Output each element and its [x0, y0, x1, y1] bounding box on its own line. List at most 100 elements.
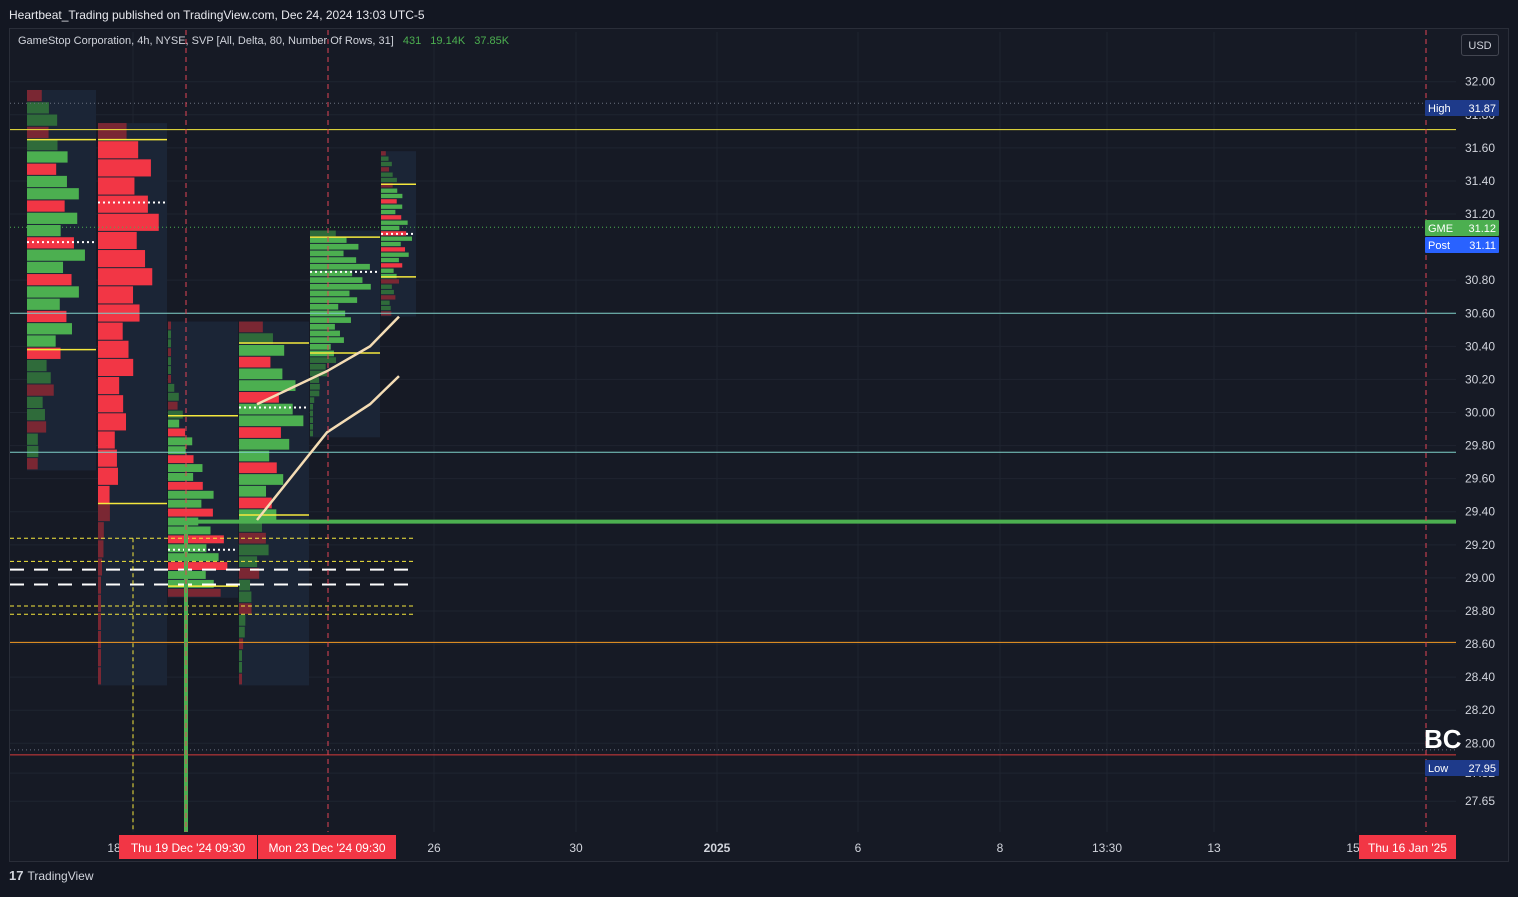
volume-profile-bar — [98, 141, 139, 159]
volume-profile-bar — [239, 345, 285, 356]
volume-profile-bar — [239, 614, 246, 626]
volume-profile-bar — [168, 374, 171, 383]
x-axis-tick-label: 26 — [427, 841, 441, 855]
price-badge — [1425, 220, 1499, 236]
volume-profile-bar — [381, 241, 401, 247]
y-axis-tick-label: 32.00 — [1465, 75, 1495, 89]
volume-profile-bar — [27, 347, 61, 359]
volume-profile-bar — [168, 437, 193, 446]
volume-profile-bar — [239, 603, 252, 614]
volume-profile-bar — [239, 661, 242, 673]
trendline — [256, 375, 400, 521]
volume-profile-bar — [98, 485, 110, 504]
volume-profile-bar — [310, 430, 313, 437]
y-axis-tick-label: 28.20 — [1465, 703, 1495, 717]
time-highlight-badge — [258, 835, 396, 859]
volume-profile-bar — [239, 497, 272, 509]
volume-profile-bar — [168, 588, 221, 597]
volume-profile-bar — [310, 390, 320, 397]
volume-profile-bar — [381, 204, 403, 209]
volume-profile-bar — [168, 508, 213, 517]
volume-profile-bar — [239, 673, 242, 685]
volume-profile-bar — [98, 630, 101, 649]
volume-profile-bar — [310, 230, 336, 237]
y-axis-tick-label: 28.00 — [1465, 736, 1495, 750]
x-axis-tick-label: 18 — [107, 841, 121, 855]
volume-profile-bar — [168, 410, 183, 419]
volume-profile-bar — [27, 200, 65, 212]
volume-profile-bar — [27, 372, 51, 384]
volume-profile-bar — [168, 366, 171, 374]
volume-profile-bar — [168, 401, 178, 410]
volume-profile-bar — [168, 473, 194, 481]
volume-profile-bar — [381, 279, 400, 284]
time-highlight-label: Thu 16 Jan '25 — [1368, 841, 1447, 855]
volume-profile-bar — [98, 467, 118, 485]
volume-profile-bar — [310, 257, 357, 263]
volume-profile-bar — [310, 330, 340, 337]
volume-profile-bar — [98, 231, 137, 250]
volume-profile-bar — [381, 220, 408, 225]
volume-profile-bar — [239, 485, 267, 497]
price-badge — [1425, 100, 1499, 116]
volume-profile-bar — [381, 257, 399, 263]
volume-profile-bar — [381, 215, 402, 220]
tradingview-footer[interactable]: 17 TradingView — [9, 868, 94, 883]
volume-profile-bar — [310, 290, 350, 297]
price-badge-label: High — [1428, 103, 1451, 115]
volume-profile-bar — [27, 310, 67, 323]
volume-profile-bar — [239, 403, 293, 415]
volume-profile-bar — [27, 114, 58, 126]
volume-profile-bar — [168, 383, 175, 392]
volume-profile-bar — [239, 474, 284, 485]
price-badge-label: Low — [1428, 763, 1448, 775]
price-badge — [1425, 237, 1499, 253]
volume-profile-bar — [381, 172, 393, 177]
price-badge-value: 31.12 — [1468, 223, 1496, 235]
volume-profile-bar — [27, 298, 60, 310]
volume-profile-bar — [27, 175, 67, 188]
volume-profile-bar — [239, 368, 283, 380]
volume-profile-bar — [98, 159, 151, 177]
volume-profile-bar — [381, 167, 390, 172]
volume-profile-bar — [381, 284, 392, 289]
volume-profile-bar — [168, 446, 186, 455]
currency-button[interactable]: USD — [1461, 34, 1499, 56]
volume-profile-bar — [381, 305, 391, 311]
y-axis-tick-label: 30.80 — [1465, 273, 1495, 287]
volume-profile-bar — [27, 458, 38, 470]
volume-profile-bar — [168, 455, 194, 464]
volume-profile-bar — [168, 517, 199, 526]
volume-profile-bar — [27, 421, 47, 433]
volume-profile-bar — [27, 433, 38, 445]
x-axis-tick-label: 30 — [569, 841, 583, 855]
volume-profile-bar — [310, 370, 328, 377]
volume-profile-bar — [98, 395, 124, 413]
y-axis-tick-label: 30.20 — [1465, 372, 1495, 386]
tradingview-logo-icon: 17 — [9, 868, 24, 883]
volume-profile-bar — [98, 250, 146, 268]
volume-profile-bar — [381, 183, 393, 188]
volume-profile-bar — [239, 626, 245, 638]
volume-profile-bar — [381, 289, 394, 295]
volume-profile-bar — [98, 213, 159, 231]
volume-profile-bar — [27, 359, 47, 372]
volume-profile-bar — [98, 504, 110, 522]
y-axis-tick-label: 28.40 — [1465, 670, 1495, 684]
volume-profile-bar — [310, 403, 314, 410]
y-axis-tick-label: 28.80 — [1465, 604, 1495, 618]
volume-profile-bar — [239, 650, 242, 661]
volume-profile-bar — [381, 177, 397, 183]
time-highlight-label: Mon 23 Dec '24 09:30 — [268, 841, 385, 855]
volume-profile-bar — [27, 396, 43, 409]
volume-profile-bar — [27, 261, 64, 274]
volume-profile-bar — [168, 481, 203, 490]
volume-profile-bar — [239, 521, 262, 532]
volume-profile-bar — [27, 188, 79, 200]
volume-profile-bar — [310, 303, 339, 310]
chart-legend[interactable]: GameStop Corporation, 4h, NYSE, SVP [All… — [18, 35, 509, 47]
volume-profile-bar — [98, 594, 101, 612]
y-axis-tick-label: 28.60 — [1465, 637, 1495, 651]
volume-profile-bar — [310, 277, 363, 283]
